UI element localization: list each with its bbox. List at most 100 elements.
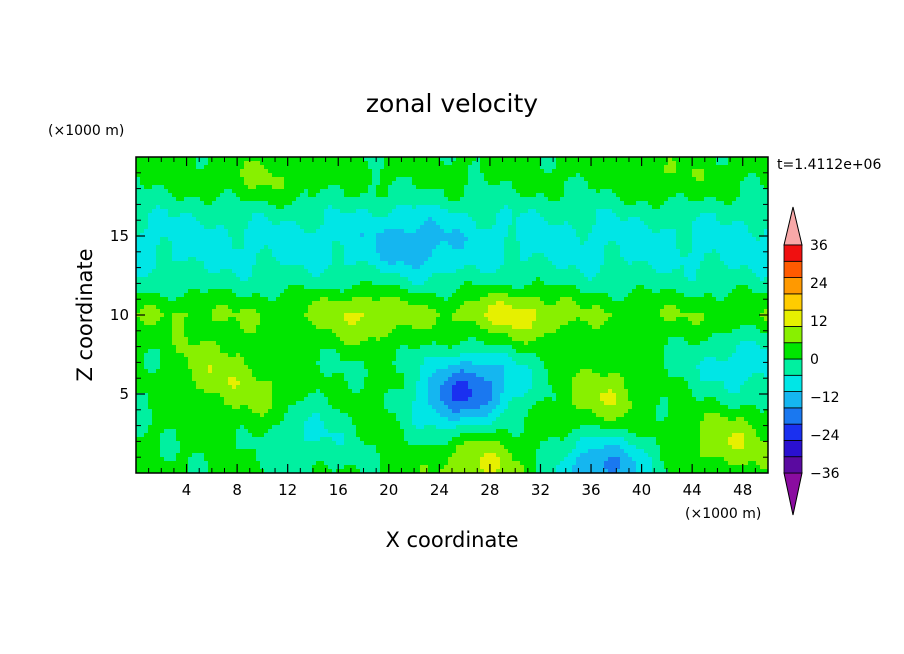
field-cell bbox=[268, 169, 273, 174]
field-cell bbox=[320, 213, 325, 218]
field-cell bbox=[596, 205, 601, 210]
field-cell bbox=[312, 213, 317, 218]
field-cell bbox=[716, 245, 721, 250]
field-cell bbox=[176, 165, 181, 170]
field-cell bbox=[596, 213, 601, 218]
field-cell bbox=[188, 201, 193, 206]
field-cell bbox=[492, 209, 497, 214]
field-cell bbox=[704, 173, 709, 178]
field-cell bbox=[204, 237, 209, 242]
field-cell bbox=[540, 261, 545, 266]
field-cell bbox=[596, 189, 601, 194]
field-cell bbox=[684, 209, 689, 214]
field-cell bbox=[524, 201, 529, 206]
field-cell bbox=[252, 189, 257, 194]
field-cell bbox=[216, 265, 221, 270]
field-cell bbox=[232, 165, 237, 170]
field-cell bbox=[544, 277, 549, 282]
field-cell bbox=[292, 169, 297, 174]
field-cell bbox=[680, 165, 685, 170]
field-cell bbox=[748, 205, 753, 210]
field-cell bbox=[760, 237, 765, 242]
field-cell bbox=[380, 257, 385, 262]
field-cell bbox=[728, 177, 733, 182]
field-cell bbox=[660, 265, 665, 270]
field-cell bbox=[516, 249, 521, 254]
field-cell bbox=[200, 165, 205, 170]
field-cell bbox=[428, 205, 433, 210]
field-cell bbox=[216, 185, 221, 190]
field-cell bbox=[372, 165, 377, 170]
field-cell bbox=[552, 173, 557, 178]
field-cell bbox=[400, 261, 405, 266]
field-cell bbox=[220, 205, 225, 210]
field-cell bbox=[604, 181, 609, 186]
field-cell bbox=[456, 173, 461, 178]
field-cell bbox=[396, 225, 401, 230]
field-cell bbox=[380, 229, 385, 234]
field-cell bbox=[416, 213, 421, 218]
field-cell bbox=[708, 209, 713, 214]
field-cell bbox=[564, 277, 569, 282]
field-cell bbox=[228, 281, 233, 286]
field-cell bbox=[208, 265, 213, 270]
field-cell bbox=[176, 265, 181, 270]
field-cell bbox=[272, 189, 277, 194]
field-cell bbox=[668, 181, 673, 186]
field-cell bbox=[308, 197, 313, 202]
field-cell bbox=[612, 193, 617, 198]
field-cell bbox=[280, 177, 285, 182]
field-cell bbox=[336, 173, 341, 178]
field-cell bbox=[392, 201, 397, 206]
field-cell bbox=[224, 181, 229, 186]
field-cell bbox=[676, 273, 681, 278]
field-cell bbox=[452, 173, 457, 178]
field-cell bbox=[156, 281, 161, 286]
field-cell bbox=[740, 193, 745, 198]
field-cell bbox=[628, 225, 633, 230]
field-cell bbox=[508, 209, 513, 214]
field-cell bbox=[332, 173, 337, 178]
field-cell bbox=[236, 189, 241, 194]
field-cell bbox=[340, 181, 345, 186]
field-cell bbox=[616, 193, 621, 198]
field-cell bbox=[704, 273, 709, 278]
field-cell bbox=[284, 265, 289, 270]
field-cell bbox=[380, 185, 385, 190]
field-cell bbox=[348, 273, 353, 278]
field-cell bbox=[596, 181, 601, 186]
field-cell bbox=[340, 253, 345, 258]
field-cell bbox=[716, 193, 721, 198]
field-cell bbox=[664, 277, 669, 282]
field-cell bbox=[148, 253, 153, 258]
field-cell bbox=[212, 233, 217, 238]
field-cell bbox=[232, 261, 237, 266]
field-cell bbox=[676, 257, 681, 262]
field-cell bbox=[332, 221, 337, 226]
field-cell bbox=[748, 177, 753, 182]
field-cell bbox=[480, 273, 485, 278]
field-cell bbox=[436, 225, 441, 230]
field-cell bbox=[588, 197, 593, 202]
field-cell bbox=[272, 249, 277, 254]
field-cell bbox=[168, 225, 173, 230]
field-cell bbox=[436, 237, 441, 242]
field-cell bbox=[428, 177, 433, 182]
field-cell bbox=[744, 269, 749, 274]
field-cell bbox=[228, 205, 233, 210]
field-cell bbox=[344, 173, 349, 178]
field-cell bbox=[492, 213, 497, 218]
field-cell bbox=[672, 269, 677, 274]
field-cell bbox=[656, 213, 661, 218]
field-cell bbox=[292, 233, 297, 238]
field-cell bbox=[612, 273, 617, 278]
field-cell bbox=[476, 249, 481, 254]
field-cell bbox=[596, 237, 601, 242]
field-cell bbox=[648, 205, 653, 210]
field-cell bbox=[728, 205, 733, 210]
field-cell bbox=[616, 245, 621, 250]
field-cell bbox=[144, 253, 149, 258]
field-cell bbox=[500, 269, 505, 274]
field-cell bbox=[440, 221, 445, 226]
field-cell bbox=[188, 249, 193, 254]
